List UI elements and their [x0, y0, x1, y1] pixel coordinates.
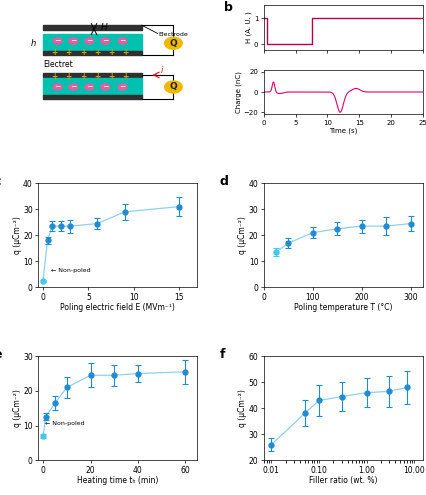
- Text: +: +: [108, 48, 114, 57]
- X-axis label: Filler ratio (wt. %): Filler ratio (wt. %): [308, 476, 377, 485]
- Text: +: +: [65, 48, 72, 57]
- Text: H: H: [100, 23, 107, 32]
- Text: +: +: [108, 72, 114, 81]
- Text: +: +: [122, 48, 129, 57]
- Text: −: −: [86, 83, 92, 92]
- Text: b: b: [224, 1, 233, 14]
- Text: −: −: [70, 83, 76, 92]
- Text: +: +: [51, 48, 58, 57]
- Text: −: −: [119, 83, 126, 92]
- Circle shape: [85, 84, 93, 90]
- Text: −: −: [102, 83, 108, 92]
- X-axis label: Heating time tₕ (min): Heating time tₕ (min): [77, 476, 158, 485]
- Circle shape: [118, 84, 127, 90]
- Text: +: +: [80, 72, 86, 81]
- Bar: [43, 95, 141, 99]
- Text: Electret: Electret: [43, 59, 73, 69]
- X-axis label: Poling temperature T (°C): Poling temperature T (°C): [294, 303, 391, 312]
- Text: +: +: [94, 72, 100, 81]
- X-axis label: Time (s): Time (s): [328, 127, 357, 134]
- Circle shape: [85, 38, 93, 44]
- Y-axis label: q (μCm⁻²): q (μCm⁻²): [13, 216, 22, 254]
- Text: +: +: [65, 72, 72, 81]
- Text: h: h: [30, 39, 36, 48]
- Text: Q: Q: [169, 39, 177, 48]
- Text: a: a: [30, 0, 39, 3]
- Circle shape: [101, 38, 109, 44]
- Y-axis label: q (μCm⁻²): q (μCm⁻²): [13, 390, 22, 427]
- Bar: [43, 35, 141, 51]
- Circle shape: [53, 84, 62, 90]
- Circle shape: [69, 38, 78, 44]
- Text: Electrode: Electrode: [158, 32, 187, 37]
- Text: −: −: [70, 37, 76, 46]
- Text: ← Non-poled: ← Non-poled: [51, 268, 91, 273]
- Text: ← Non-poled: ← Non-poled: [45, 421, 84, 426]
- Text: Q: Q: [169, 83, 177, 92]
- Text: −: −: [54, 83, 60, 92]
- Circle shape: [53, 38, 62, 44]
- Text: e: e: [0, 348, 3, 361]
- Circle shape: [101, 84, 109, 90]
- Text: c: c: [0, 175, 1, 188]
- Circle shape: [69, 84, 78, 90]
- Text: −: −: [86, 37, 92, 46]
- Text: −: −: [102, 37, 108, 46]
- Y-axis label: q (μCm⁻²): q (μCm⁻²): [238, 216, 247, 254]
- Y-axis label: q (μCm⁻²): q (μCm⁻²): [238, 390, 247, 427]
- Circle shape: [118, 38, 127, 44]
- Text: +: +: [94, 48, 100, 57]
- Text: −: −: [54, 37, 60, 46]
- Text: +: +: [80, 48, 86, 57]
- Text: +: +: [51, 72, 58, 81]
- Bar: [43, 25, 141, 30]
- Text: +: +: [122, 72, 129, 81]
- X-axis label: Poling electric field E (MVm⁻¹): Poling electric field E (MVm⁻¹): [60, 303, 175, 312]
- Y-axis label: H (A. U. ): H (A. U. ): [245, 11, 252, 43]
- Text: −: −: [119, 37, 126, 46]
- Text: f: f: [219, 348, 225, 361]
- Circle shape: [164, 81, 182, 93]
- Y-axis label: Charge (nC): Charge (nC): [235, 71, 242, 113]
- Text: d: d: [219, 175, 228, 188]
- Text: i: i: [160, 66, 163, 75]
- Bar: [43, 78, 141, 95]
- Bar: [43, 51, 141, 55]
- Bar: [43, 73, 141, 77]
- Circle shape: [164, 37, 182, 49]
